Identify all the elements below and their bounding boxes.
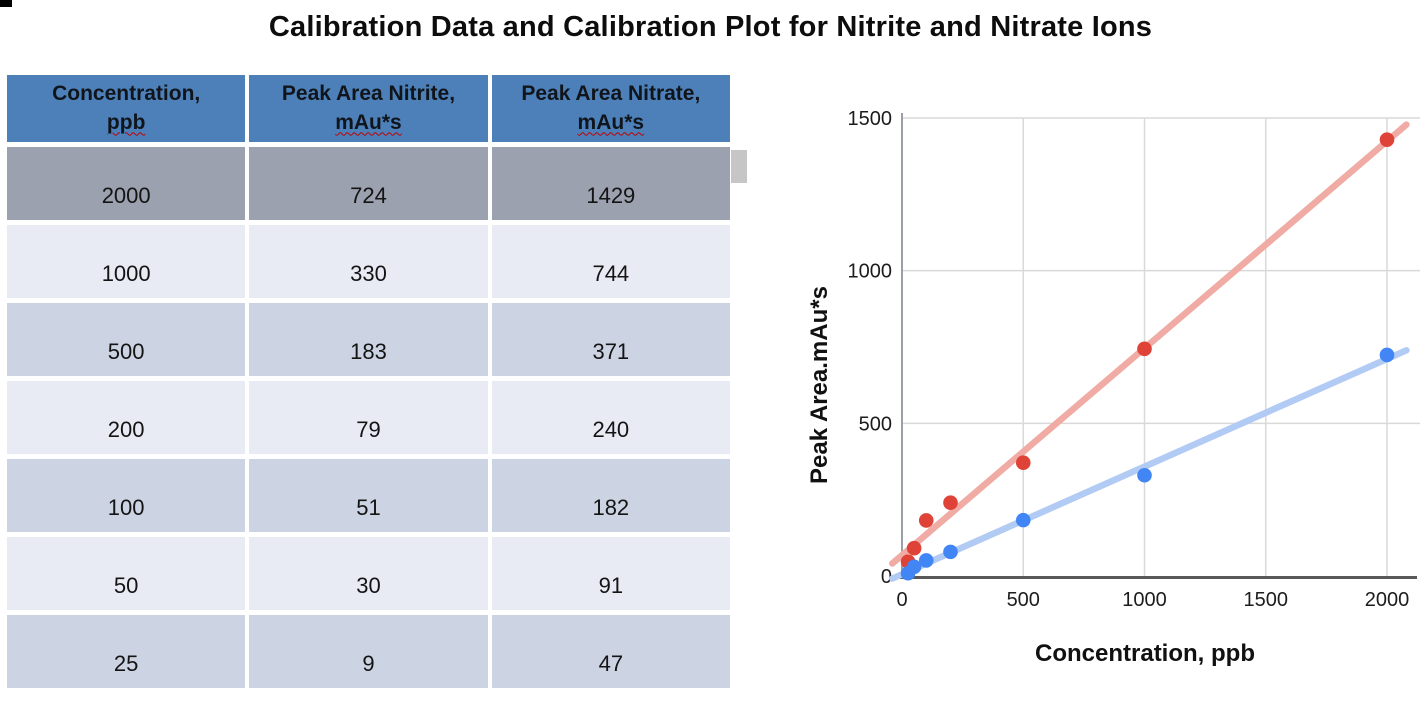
page-title: Calibration Data and Calibration Plot fo… — [268, 11, 1153, 43]
column-header-line2: mAu*s — [335, 110, 402, 134]
calibration-chart: 0 500 1000 1500 0 500 1000 1500 2000 — [848, 108, 1420, 611]
table-cell: 79 — [249, 381, 488, 454]
data-point-nitrate — [943, 495, 958, 511]
column-header-line2: ppb — [106, 110, 146, 134]
column-header-concentration: Concentration, ppb — [7, 75, 246, 142]
table-cell: 47 — [491, 615, 730, 688]
table-cell: 9 — [249, 615, 488, 688]
data-point-nitrate — [1379, 132, 1395, 147]
x-axis-title: Concentration, ppb — [1035, 640, 1255, 667]
column-header-nitrite: Peak Area Nitrite, mAu*s — [249, 75, 488, 142]
data-point-nitrate — [1015, 455, 1031, 471]
table-cell: 744 — [491, 225, 730, 298]
x-axis-tick-label: 1500 — [1244, 589, 1289, 611]
y-axis-tick-label: 1000 — [848, 261, 893, 283]
y-axis-tick-label: 0 — [881, 566, 892, 588]
column-header-line1: Peak Area Nitrite, — [281, 82, 456, 106]
corner-mark — [0, 0, 12, 7]
table-cell: 371 — [491, 303, 730, 376]
table-cell: 182 — [491, 459, 730, 532]
table-cell: 183 — [249, 303, 488, 376]
column-header-line2: mAu*s — [577, 110, 645, 134]
table-cell: 724 — [249, 147, 488, 220]
table-cell: 50 — [7, 537, 246, 610]
y-axis-title: Peak Area.mAu*s — [806, 286, 833, 484]
calibration-plot: 0 500 1000 1500 0 500 1000 1500 2000 Concentrati… — [780, 80, 1421, 710]
column-header-line1: Peak Area Nitrate, — [521, 82, 701, 106]
table-cell: 330 — [249, 225, 488, 298]
table-cell: 1000 — [7, 225, 246, 298]
table-cell: 100 — [7, 459, 246, 532]
data-point-nitrite — [918, 553, 934, 568]
table-cell: 51 — [249, 459, 488, 532]
table-cell: 25 — [7, 615, 246, 688]
y-axis-tick-label: 500 — [859, 413, 892, 435]
calibration-table: Concentration, ppb Peak Area Nitrite, mA… — [7, 75, 730, 688]
data-point-nitrite — [1137, 467, 1152, 483]
data-point-nitrate — [918, 513, 934, 528]
trendline-nitrite — [889, 347, 1410, 582]
data-point-nitrate — [1137, 341, 1152, 357]
data-point-nitrite — [1379, 347, 1395, 363]
x-axis-tick-label: 500 — [1007, 589, 1040, 611]
y-axis-tick-label: 1500 — [848, 108, 893, 130]
table-cell: 240 — [491, 381, 730, 454]
table-cell: 500 — [7, 303, 246, 376]
data-point-nitrite — [1015, 512, 1031, 528]
data-point-nitrite — [943, 544, 958, 560]
table-cell: 91 — [491, 537, 730, 610]
x-axis-tick-label: 2000 — [1365, 589, 1410, 611]
table-cell: 200 — [7, 381, 246, 454]
x-axis-tick-label: 0 — [896, 589, 907, 611]
data-point-nitrate — [906, 540, 922, 556]
column-header-nitrate: Peak Area Nitrate, mAu*s — [491, 75, 730, 142]
column-header-line1: Concentration, — [52, 82, 201, 106]
table-cell: 30 — [249, 537, 488, 610]
data-point-nitrite — [906, 559, 922, 575]
scrollbar-thumb[interactable] — [731, 150, 747, 183]
table-cell: 2000 — [7, 147, 246, 220]
table-cell: 1429 — [491, 147, 730, 220]
x-axis-tick-label: 1000 — [1122, 589, 1167, 611]
